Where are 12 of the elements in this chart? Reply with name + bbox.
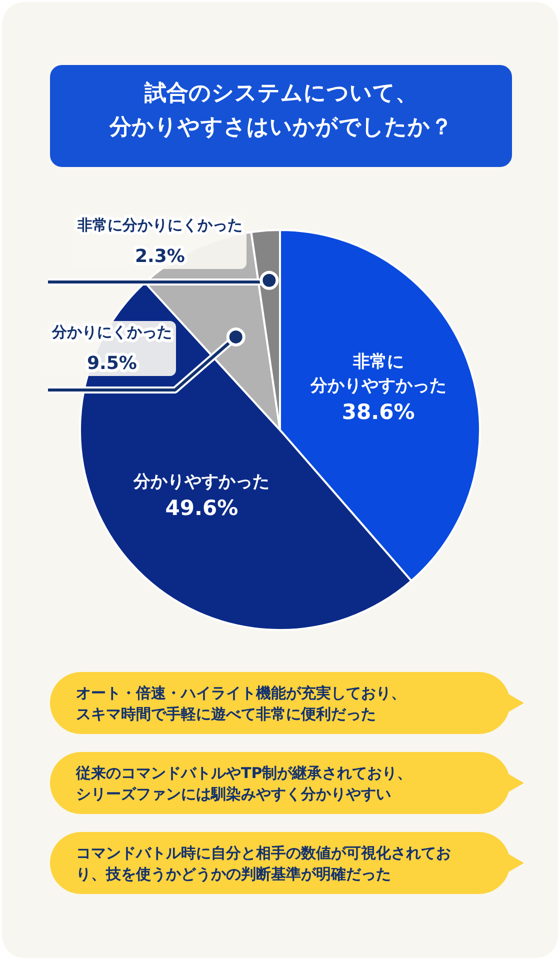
data-label: 2.3%: [135, 246, 185, 267]
slice-label: 分かりやすかった: [132, 472, 270, 492]
text: オート・倍速・ハイライト機能が充実しており、スキマ時間で手軽に遊べて非常に便利だった: [76, 684, 406, 723]
slice-label: 非常に分かりにくかった: [76, 216, 242, 234]
text: 従来のコマンドバトルやTP制が継承されており、シリーズファンには馴染みやすく分かりやすい: [75, 764, 412, 803]
text: コマンドバトル時に自分と相手の数値が可視化されており、技を使うかどうかの判断基準が明確だった: [76, 844, 451, 883]
slice-label: 非常に分かりやすかった: [309, 352, 446, 396]
data-label: 9.5%: [87, 353, 137, 374]
chart-title: 試合のシステムについて、分かりやすさはいかがでしたか？: [108, 81, 452, 140]
slice-label: 分かりにくかった: [51, 323, 172, 341]
data-label: 49.6%: [165, 496, 238, 520]
data-label: 38.6%: [342, 400, 415, 424]
